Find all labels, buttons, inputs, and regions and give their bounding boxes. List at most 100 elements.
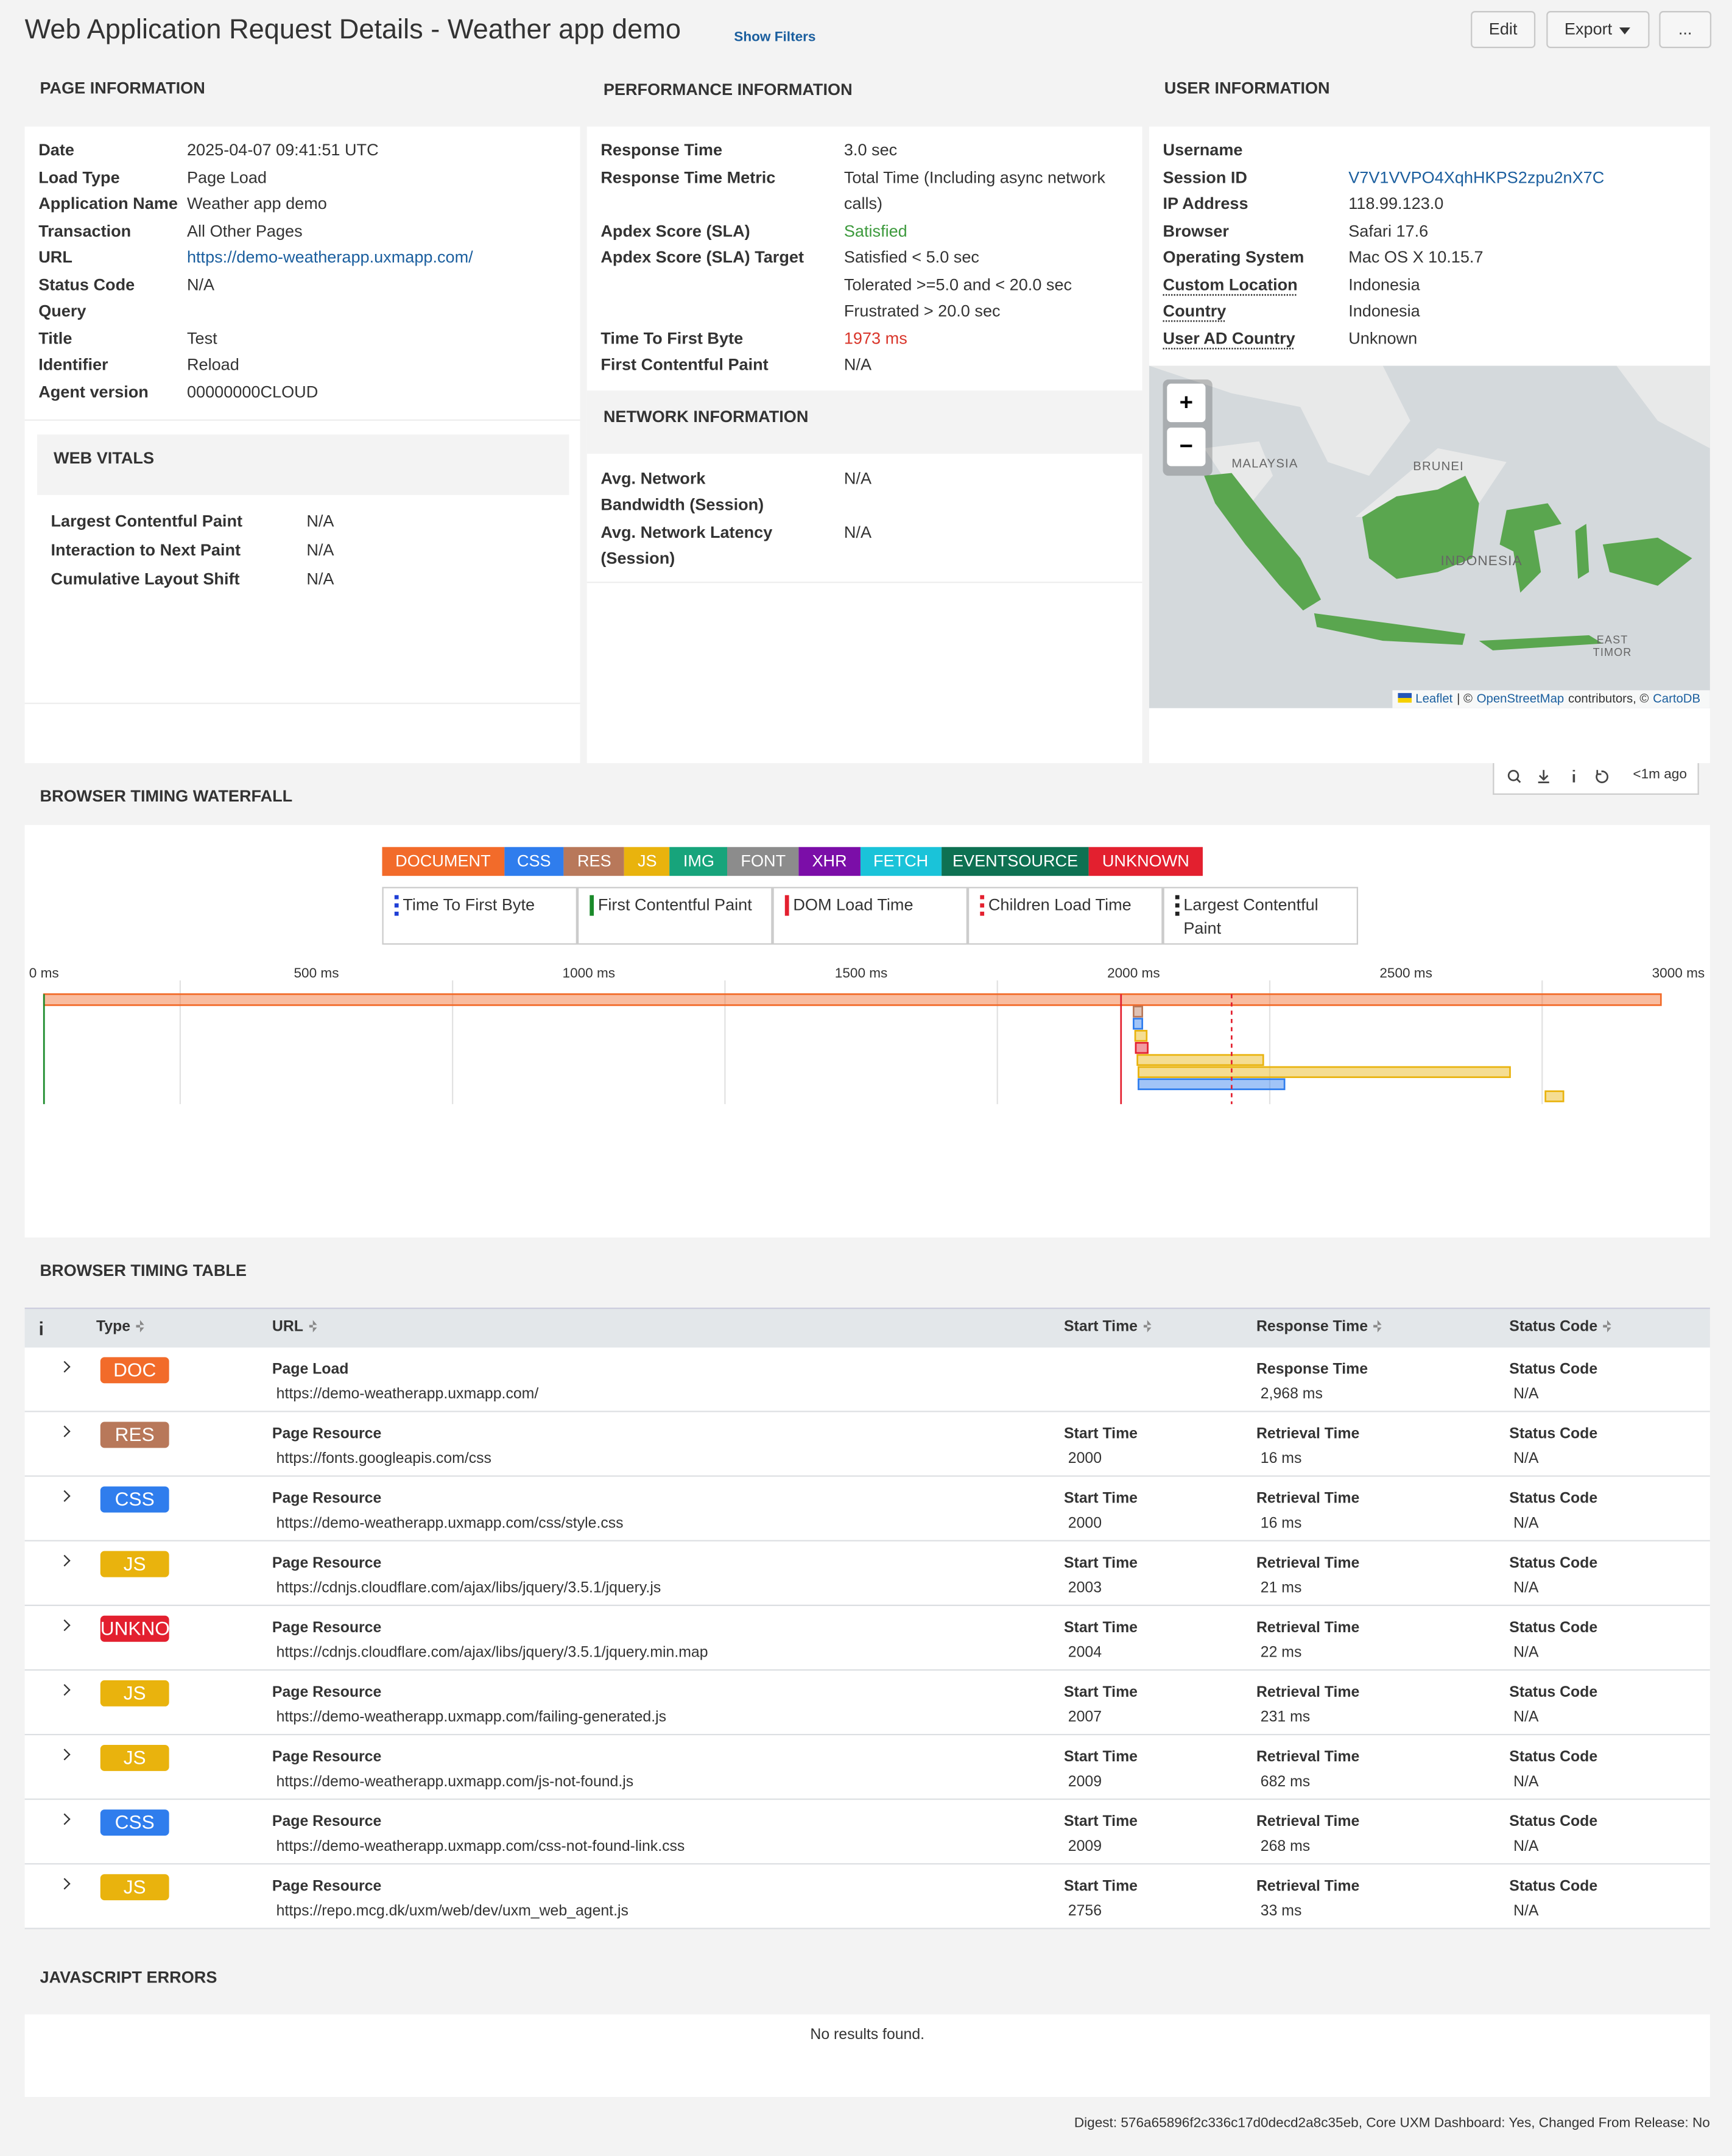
cell-title: Retrieval Time <box>1256 1878 1360 1895</box>
info-value-line: N/A <box>843 468 872 488</box>
table-cell: Retrieval Time 682 ms <box>1256 1746 1359 1794</box>
info-value: N/A <box>844 520 1051 571</box>
info-label: First Contentful Paint <box>600 354 769 375</box>
cell-title: Retrieval Time <box>1256 1619 1360 1636</box>
x-tick-label: 2000 ms <box>1107 965 1160 981</box>
info-row: Avg. Network Latency (Session) N/A <box>600 520 1050 571</box>
cell-title: Retrieval Time <box>1256 1813 1360 1830</box>
table-header: Type URL Start Time Response Time Status Cod… <box>24 1308 1710 1348</box>
expand-chevron[interactable] <box>58 1490 71 1502</box>
table-cell: Page Resource https://repo.mcg.dk/uxm/web… <box>272 1876 628 1924</box>
zoom-button[interactable]: + <box>1167 383 1206 423</box>
info-value-line: Mac OS X 10.15.7 <box>1348 247 1484 267</box>
type-legend-item[interactable]: EVENTSOURCE <box>941 847 1090 876</box>
performance-panel: NETWORK INFORMATION Response Time 3.0 sec… <box>586 126 1142 764</box>
cell-value: 33 ms <box>1260 1902 1302 1919</box>
timing-bar <box>1134 1030 1148 1042</box>
refresh-icon[interactable] <box>1596 770 1608 783</box>
cell-value: https://fonts.googleapis.com/css <box>276 1450 491 1467</box>
table-row: RES Page Resource https://fonts.googleapis… <box>24 1412 1710 1477</box>
column-title: Response Time <box>1256 1319 1368 1336</box>
info-value: 3.0 sec <box>844 138 1133 164</box>
info-value: Unknown <box>1348 325 1706 352</box>
table-cell: Start Time 2000 <box>1064 1423 1138 1471</box>
info-label: Load Type <box>38 167 120 186</box>
cell-title: Retrieval Time <box>1256 1749 1360 1766</box>
show-filters-link[interactable]: Show Filters <box>734 30 816 46</box>
info-row: Title Test <box>38 325 558 352</box>
cell-value: N/A <box>1513 1579 1539 1596</box>
table-cell: Status Code N/A <box>1509 1682 1597 1730</box>
info-row: Query <box>38 298 558 325</box>
info-row: User AD Country Unknown <box>1163 325 1706 352</box>
inspect-icon[interactable] <box>1516 778 1521 783</box>
cell-value: 231 ms <box>1260 1708 1311 1725</box>
cell-title: Retrieval Time <box>1256 1426 1360 1443</box>
attribution-link[interactable]: OpenStreetMap <box>1476 691 1565 706</box>
cell-value: N/A <box>1513 1385 1539 1402</box>
info-label: URL <box>38 247 72 267</box>
waterfall-chart: 0 ms 500 ms 1000 ms 1500 ms 2000 ms 2500 ms 30… <box>29 965 1705 1104</box>
expand-chevron[interactable] <box>58 1684 71 1696</box>
land <box>1602 537 1692 586</box>
export-button[interactable]: Export <box>1546 11 1650 49</box>
expand-chevron[interactable] <box>58 1425 71 1437</box>
cell-title: Status Code <box>1509 1426 1598 1443</box>
column-header[interactable]: Start Time <box>1064 1319 1152 1335</box>
info-value: Test <box>187 325 558 352</box>
expand-chevron[interactable] <box>58 1749 71 1761</box>
expand-chevron[interactable] <box>58 1813 71 1825</box>
type-legend-item[interactable]: FONT <box>727 847 799 876</box>
expand-chevron[interactable] <box>58 1619 71 1632</box>
sort-icon <box>136 1320 144 1333</box>
attribution-link[interactable]: CartoDB <box>1653 691 1701 706</box>
type-legend-item[interactable]: FETCH <box>860 847 942 876</box>
expand-chevron[interactable] <box>58 1361 71 1373</box>
cell-title: Page Resource <box>272 1619 382 1636</box>
cell-value: 2756 <box>1068 1902 1102 1919</box>
info-label: IP Address <box>1163 194 1248 213</box>
info-label: Transaction <box>38 220 132 240</box>
expand-chevron[interactable] <box>58 1878 71 1890</box>
cell-title: Status Code <box>1509 1555 1598 1572</box>
info-row: Apdex Score (SLA) Satisfied <box>600 218 1132 245</box>
type-legend-item[interactable]: DOCUMENT <box>382 847 504 876</box>
info-value: N/A <box>844 352 1133 379</box>
cell-value: 268 ms <box>1260 1837 1311 1855</box>
info-value-line[interactable]: https://demo-weatherapp.uxmapp.com/ <box>186 247 473 267</box>
type-legend-item[interactable]: JS <box>624 847 671 876</box>
edit-button[interactable]: Edit <box>1471 11 1536 49</box>
cell-title: Page Resource <box>272 1555 382 1572</box>
column-title: Start Time <box>1063 1319 1138 1336</box>
type-legend-item[interactable]: CSS <box>504 847 565 876</box>
column-header[interactable]: Response Time <box>1256 1319 1382 1335</box>
info-label: Query <box>38 301 86 321</box>
timing-bar <box>1138 1078 1286 1090</box>
type-legend-item[interactable]: UNKNOWN <box>1089 847 1203 876</box>
table-cell: Retrieval Time 22 ms <box>1256 1617 1359 1665</box>
marker-legend-item: First Contentful Paint <box>577 887 773 945</box>
table-cell: Page Load https://demo-weatherapp.uxmapp.… <box>272 1359 538 1407</box>
cell-title: Page Resource <box>272 1813 382 1830</box>
download-icon[interactable] <box>1538 770 1549 783</box>
x-tick-label: 0 ms <box>29 965 59 981</box>
inspect-icon[interactable] <box>1507 770 1519 781</box>
type-legend-item[interactable]: IMG <box>670 847 728 876</box>
info-value: Page Load <box>187 164 558 191</box>
info-value-line: Test <box>186 328 217 348</box>
info-value-line: 118.99.123.0 <box>1348 194 1444 213</box>
info-value-line: N/A <box>306 540 334 560</box>
expand-chevron[interactable] <box>58 1554 71 1567</box>
more-button[interactable]: ... <box>1659 11 1712 49</box>
zoom-button[interactable]: − <box>1167 428 1206 467</box>
column-header[interactable]: Status Code <box>1509 1319 1611 1335</box>
type-legend-item[interactable]: XHR <box>798 847 861 876</box>
column-header[interactable]: Type <box>96 1319 144 1335</box>
table-row: UNKNOWN Page Resource https://cdnjs.cloudf… <box>24 1605 1710 1671</box>
table-cell: Retrieval Time 268 ms <box>1256 1811 1359 1859</box>
type-legend-item[interactable]: RES <box>564 847 625 876</box>
type-badge: UNKNOWN <box>100 1615 169 1642</box>
attribution-link[interactable]: Leaflet <box>1415 691 1453 706</box>
column-header[interactable]: URL <box>272 1319 317 1335</box>
section-heading: NETWORK INFORMATION <box>603 407 809 426</box>
